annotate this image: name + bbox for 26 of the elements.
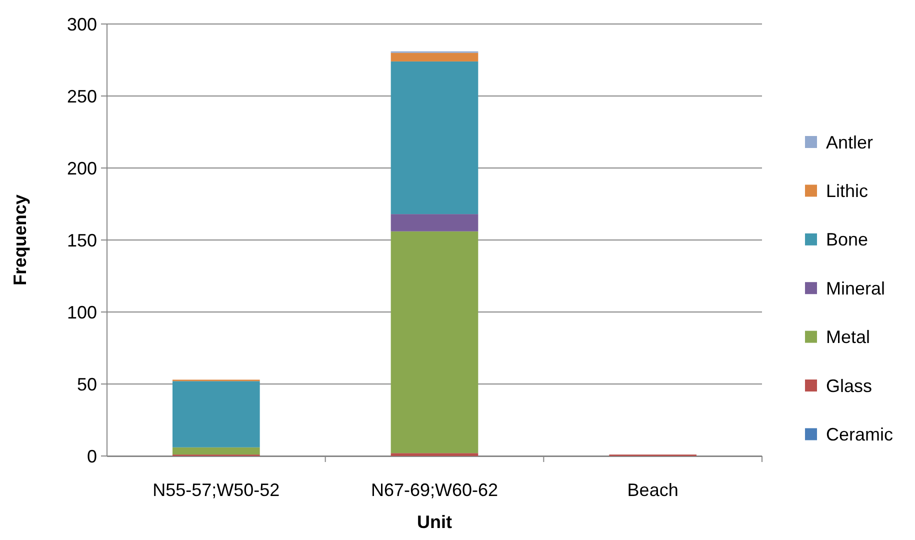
bar [390,231,478,454]
bar [172,447,260,455]
legend-label: Bone [826,230,868,250]
bar [390,52,478,62]
y-axis-title: Frequency [10,194,30,286]
legend-label: Ceramic [826,424,894,444]
legend-label: Glass [826,376,872,396]
x-tick-label: Beach [627,480,678,500]
y-tick-label: 100 [66,302,97,322]
y-tick-label: 150 [66,230,97,250]
bar [172,381,260,448]
x-tick-label: N55-57;W50-52 [152,480,280,500]
x-axis-title: Unit [417,512,452,532]
bar [390,453,478,456]
bar [390,61,478,214]
legend-label: Metal [826,327,870,348]
legend-label: Antler [826,132,874,152]
y-tick-label: 250 [66,86,97,106]
y-tick-label: 50 [76,374,97,394]
y-tick-label: 300 [66,14,97,34]
legend-label: Lithic [826,181,868,201]
bar [390,214,478,232]
y-tick-label: 200 [66,158,97,178]
legend-label: Mineral [826,278,886,298]
x-tick-label: N67-69;W60-62 [370,480,498,500]
y-tick-label: 0 [86,446,97,466]
